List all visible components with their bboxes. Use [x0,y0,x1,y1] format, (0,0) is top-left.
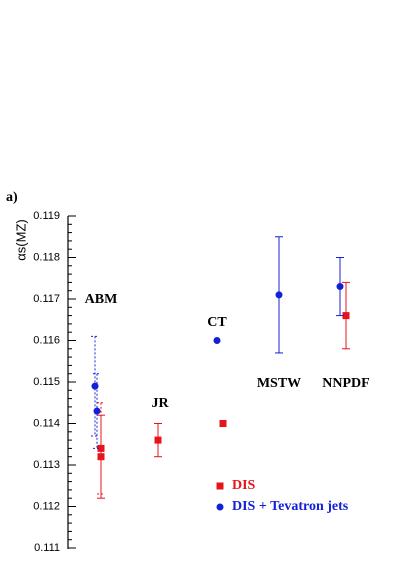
y-tick-label: 0.116 [33,334,60,346]
y-tick-label: 0.117 [33,293,60,305]
category-label: JR [151,396,169,411]
category-label: NNPDF [322,376,369,391]
point [336,283,344,291]
legend-marker [216,503,224,511]
point [97,453,105,461]
y-tick-label: 0.115 [33,376,60,388]
point [213,337,221,344]
y-tick-label: 0.119 [33,210,60,222]
point [342,312,350,320]
y-tick-label: 0.113 [33,459,60,471]
y-axis-title: αs(MZ) [13,219,28,260]
legend-label: DIS [232,478,256,493]
y-tick-label: 0.112 [33,500,60,512]
panel-label: a) [6,190,18,205]
point [219,420,227,427]
point [91,382,99,390]
point [154,436,162,444]
point [275,291,283,299]
y-tick-label: 0.114 [33,417,60,429]
y-tick-label: 0.111 [34,542,60,554]
category-label: MSTW [257,376,301,391]
legend-label: DIS + Tevatron jets [232,499,349,514]
category-label: CT [207,315,227,330]
y-tick-label: 0.118 [33,251,60,263]
category-label: ABM [85,292,118,307]
legend-marker [216,482,224,490]
